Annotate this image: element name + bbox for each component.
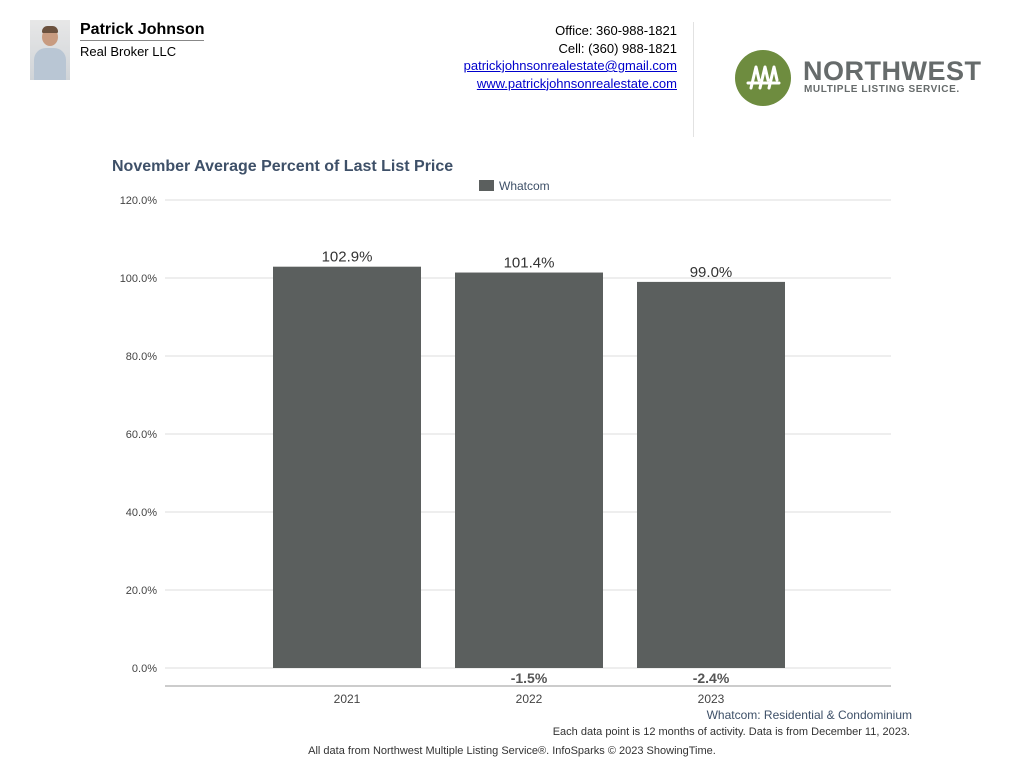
y-tick-label: 40.0% [126,507,157,519]
change-label: -1.5% [511,670,548,686]
contact-block: Office: 360-988-1821 Cell: (360) 988-182… [464,22,677,92]
cell-phone: Cell: (360) 988-1821 [558,40,677,56]
chart-title: November Average Percent of Last List Pr… [112,158,454,175]
legend-swatch [479,180,494,191]
legend-label: Whatcom [499,179,550,193]
x-tick-label: 2023 [698,692,725,706]
bar-value-label: 102.9% [322,249,373,266]
website-link[interactable]: www.patrickjohnsonrealestate.com [476,75,677,91]
change-label: -2.4% [693,670,730,686]
series-caption: Whatcom: Residential & Condominium [706,708,912,722]
logo-subtitle: MULTIPLE LISTING SERVICE. [804,84,960,95]
chart-legend: Whatcom [479,179,550,193]
y-tick-label: 20.0% [126,585,157,597]
office-phone: Office: 360-988-1821 [555,23,677,38]
y-tick-label: 60.0% [126,429,157,441]
bar [637,281,785,668]
x-tick-label: 2022 [516,692,543,706]
nwmls-logo-icon [735,50,791,106]
agent-photo [30,20,70,80]
y-tick-label: 120.0% [120,195,158,207]
data-source: All data from Northwest Multiple Listing… [308,745,716,757]
y-tick-label: 0.0% [132,663,157,675]
x-tick-label: 2021 [334,692,361,706]
bar-value-label: 101.4% [504,255,555,272]
logo-wordmark: NORTHWEST [803,56,982,86]
bar [273,266,421,668]
name-underline [80,40,204,41]
email-link[interactable]: patrickjohnsonrealestate@gmail.com [463,58,677,73]
bar [455,272,603,668]
y-tick-label: 80.0% [126,351,157,363]
data-note: Each data point is 12 months of activity… [552,726,910,738]
header-divider [693,22,694,137]
bar-value-label: 99.0% [690,264,733,281]
agent-name: Patrick Johnson [80,21,205,38]
agent-company: Real Broker LLC [80,44,177,59]
y-tick-label: 100.0% [120,273,158,285]
